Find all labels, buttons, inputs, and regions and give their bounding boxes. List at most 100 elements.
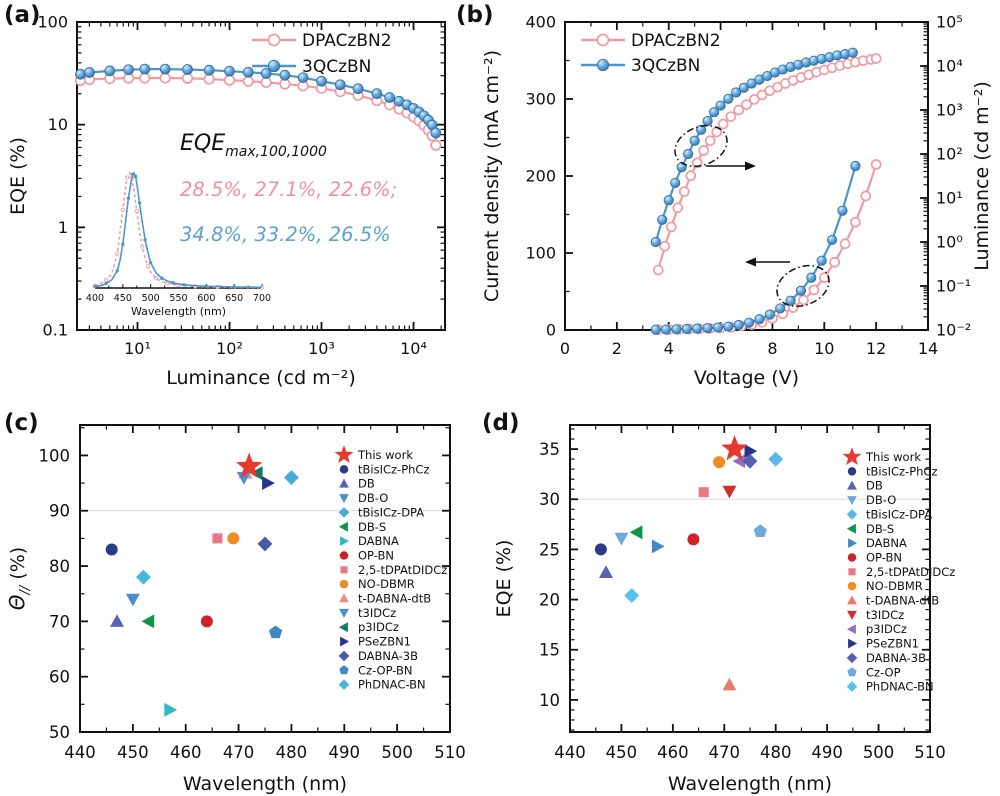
- y-right-axis-label: Luminance (cd m⁻²): [971, 81, 993, 271]
- y-left-tick-label: 0: [546, 321, 556, 340]
- x-tick-label: 440: [64, 743, 96, 762]
- marker-open-circle: [242, 75, 254, 87]
- point-db: [599, 565, 613, 578]
- series-luminance-dpaczbn2-markers: [652, 53, 882, 276]
- panel-b-legend: DPACzBN2 3QCzBN: [581, 31, 721, 76]
- legend-label: tBisICz-DPA: [358, 505, 424, 519]
- y-right-tick-label: 10⁻²: [936, 321, 971, 340]
- arrow-to-luminance-axis-head: [745, 161, 756, 171]
- legend-marker: [338, 650, 350, 662]
- y-tick-label: 100: [37, 13, 68, 32]
- legend-label: This work: [865, 450, 921, 464]
- inset-marker: [148, 261, 153, 265]
- marker-sphere: [670, 177, 681, 189]
- marker-sphere: [785, 295, 796, 306]
- legend-marker: [339, 551, 349, 560]
- x-tick-label: 10: [814, 339, 834, 358]
- y-left-axis-label: Current density (mA cm⁻²): [481, 50, 503, 302]
- point-this-work: [235, 452, 263, 478]
- inset-marker: [140, 244, 145, 249]
- marker-sphere: [430, 127, 442, 139]
- inset-spectrum-3qczbn: [94, 171, 263, 289]
- inset-marker: [145, 263, 151, 269]
- inset-tick-label: 400: [86, 293, 104, 304]
- el-spectrum-inset: 400 450 500 550 600 650 700 Wavelength (nm): [86, 171, 271, 318]
- marker-sphere: [596, 58, 610, 72]
- legend-marker: [847, 553, 857, 562]
- legend-item-phdnac-bn: PhDNAC-BN: [338, 678, 426, 692]
- marker-sphere: [334, 79, 346, 91]
- marker-sphere: [671, 324, 682, 335]
- marker-sphere: [297, 72, 309, 83]
- marker-open-circle: [860, 190, 872, 202]
- legend-label: DB-S: [866, 522, 894, 536]
- legend-marker: [847, 496, 857, 506]
- y-right-tick-label: 10⁴: [936, 57, 963, 76]
- inset-marker: [121, 242, 125, 246]
- legend-marker: [339, 608, 349, 618]
- marker-open-circle: [870, 53, 882, 64]
- panel-a-plot: 10¹ 10² 10³ 10⁴ 0.1 1 10 100 Luminance (cd m⁻²) E…: [7, 13, 446, 389]
- legend-label: DB: [358, 477, 375, 491]
- legend-item-this-work: This work: [842, 447, 921, 465]
- y-left-tick-label: 200: [525, 167, 556, 186]
- marker-sphere: [182, 64, 193, 75]
- y-tick-label: 60: [49, 668, 70, 687]
- marker-open-circle: [159, 72, 171, 84]
- marker-sphere: [712, 322, 724, 333]
- point-no-dbmr: [713, 456, 726, 469]
- legend-marker: [339, 665, 349, 675]
- legend-item-t3idcz: t3IDCz: [339, 606, 396, 620]
- marker-sphere: [702, 115, 713, 127]
- marker-sphere: [731, 87, 742, 98]
- point-tbisicz-phcz: [105, 543, 118, 556]
- panel-c: 440 450 460 470 480 490 500 510 50 60 70 80 90 100 Wav…: [0, 398, 500, 796]
- legend-label: DPACzBN2: [302, 31, 392, 51]
- point-t-dabna-dtb: [722, 677, 737, 691]
- marker-open-circle: [741, 99, 752, 111]
- eqe-values-3qczbn: 34.8%, 33.2%, 26.5%: [180, 223, 391, 246]
- y-tick-label: 0.1: [43, 321, 68, 340]
- point-psezbn1: [744, 444, 758, 458]
- series-dpaczbn2-line: [80, 76, 437, 146]
- legend-label: Cz-OP: [866, 665, 901, 679]
- legend-item-db-o: DB-O: [339, 491, 388, 505]
- x-tick-label: 470: [709, 743, 741, 762]
- marker-open-circle: [665, 221, 677, 233]
- legend-label: 2,5-tDPAtDIDCz: [866, 565, 955, 579]
- point-psezbn1: [262, 476, 275, 490]
- inset-tick-label: 700: [253, 293, 271, 304]
- legend-item-3qczbn: 3QCzBN: [252, 57, 371, 77]
- point-db: [110, 614, 124, 627]
- marker-open-circle: [139, 72, 151, 84]
- inset-marker: [115, 251, 120, 256]
- y-right-tick-label: 10⁵: [936, 13, 963, 32]
- legend-marker: [847, 667, 857, 677]
- x-tick-label: 10²: [216, 339, 243, 358]
- marker-sphere: [104, 65, 116, 77]
- legend-label: PhDNAC-BN: [358, 678, 426, 692]
- y-right-tick-label: 10³: [936, 101, 963, 120]
- ellipse-current-density: [776, 264, 830, 308]
- marker-sphere: [657, 214, 668, 225]
- x-tick-label: 490: [811, 743, 843, 762]
- legend-marker: [848, 638, 858, 649]
- legend-marker: [846, 652, 858, 664]
- legend-label: NO-DBMR: [358, 577, 415, 591]
- marker-sphere: [702, 323, 713, 334]
- marker-open-circle: [672, 202, 684, 214]
- point-2-5-tdpatdidcz: [698, 487, 709, 498]
- legend-label: DABNA: [358, 534, 399, 548]
- x-axis-label: Luminance (cd m⁻²): [166, 367, 356, 389]
- marker-sphere: [826, 234, 838, 245]
- legend-marker: [842, 447, 862, 465]
- legend-marker: [846, 624, 856, 635]
- inset-tick-label: 500: [142, 293, 160, 304]
- x-tick-label: 490: [329, 743, 361, 762]
- point-db-s: [141, 614, 155, 629]
- y-tick-label: 90: [49, 502, 70, 521]
- panel-a-chart: 10¹ 10² 10³ 10⁴ 0.1 1 10 100 Luminance (cd m⁻²) E…: [7, 13, 446, 389]
- legend-item-p3idcz: p3IDCz: [846, 622, 907, 636]
- legend-label: tBisICz-PhCz: [866, 464, 937, 478]
- legend-label: DB-S: [358, 520, 386, 534]
